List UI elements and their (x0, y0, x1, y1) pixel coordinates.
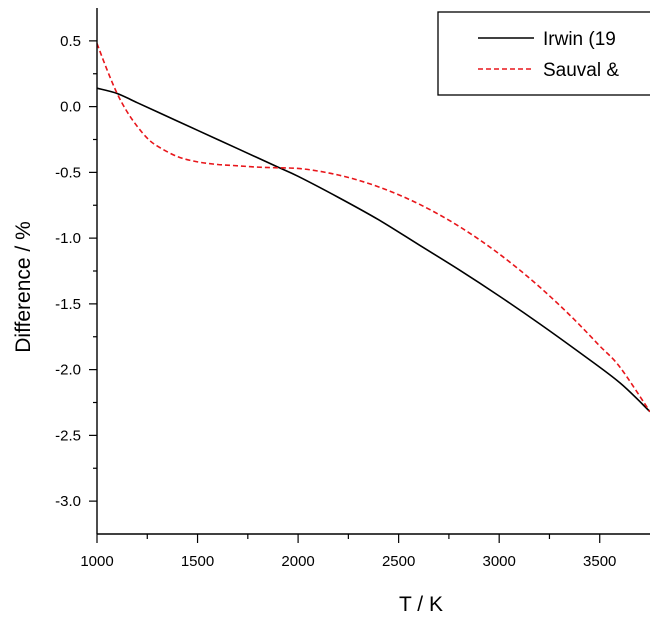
y-axis-title: Difference / % (12, 221, 35, 353)
tick-labels: 1000 1500 2000 2500 3000 3500 0.5 0.0 -0.5 -1.0 -1… (55, 33, 616, 570)
y-tick-label: -1.5 (55, 296, 81, 313)
x-tick-label: 1500 (181, 553, 214, 570)
y-tick-label: -2.5 (55, 427, 81, 444)
x-axis-title: T / K (399, 593, 443, 616)
y-tick-label: -1.0 (55, 230, 81, 247)
y-tick-label: 0.5 (60, 33, 81, 50)
legend-label-irwin: Irwin (19 (543, 29, 616, 50)
x-tick-label: 1000 (80, 553, 113, 570)
plot-curves (96, 43, 650, 413)
legend-box (437, 11, 650, 96)
legend-label-sauval: Sauval & (543, 60, 619, 81)
tick-marks (89, 40, 601, 543)
legend: Irwin (19 Sauval & (437, 11, 650, 96)
y-tick-label: -0.5 (55, 164, 81, 181)
series-line-irwin (96, 87, 650, 413)
y-tick-label: -2.0 (55, 362, 81, 379)
x-tick-label: 2500 (382, 553, 415, 570)
y-tick-label: -3.0 (55, 493, 81, 510)
series-line-sauval (96, 43, 650, 413)
x-tick-label: 3500 (583, 553, 616, 570)
y-tick-label: 0.0 (60, 99, 81, 116)
x-tick-label: 2000 (281, 553, 314, 570)
x-tick-label: 3000 (482, 553, 515, 570)
